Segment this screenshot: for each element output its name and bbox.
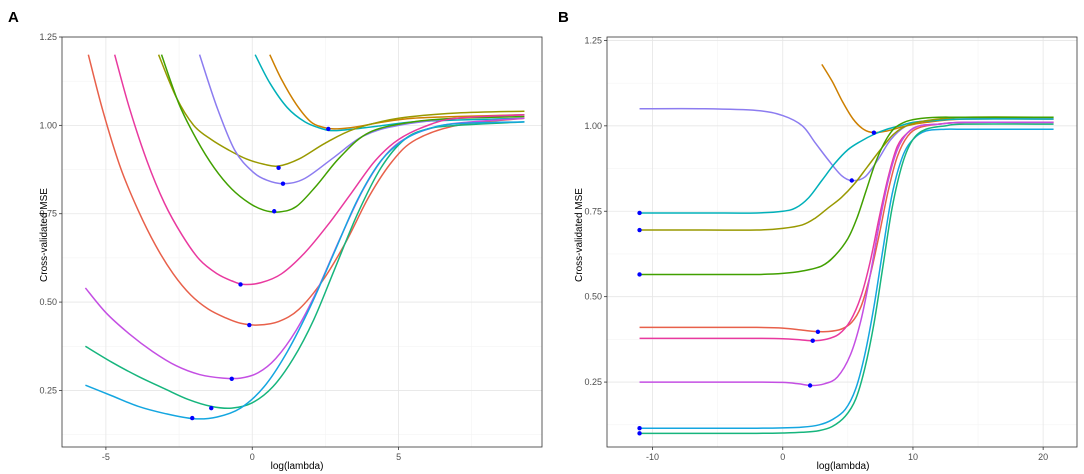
series-line-curve-magenta bbox=[113, 54, 525, 286]
min-points-b bbox=[637, 130, 877, 436]
y-axis-title-b: Cross-validated MSE bbox=[574, 188, 585, 282]
min-point bbox=[247, 322, 252, 328]
min-point bbox=[637, 210, 642, 216]
min-point bbox=[637, 227, 642, 233]
series-line-curve-skyblue bbox=[639, 128, 1054, 429]
x-tick-label: 0 bbox=[780, 452, 785, 462]
series-line-curve-red bbox=[87, 54, 525, 326]
series-line-curve-orange bbox=[269, 54, 525, 130]
panel-a: A -5 0 5 0.25 0.50 0.75 1.00 1.25 log(lambda) C… bbox=[8, 9, 543, 472]
y-tick-label: 0.25 bbox=[39, 385, 57, 395]
y-tick-label: 0.50 bbox=[39, 297, 57, 307]
series-line-curve-violet bbox=[639, 121, 1054, 387]
min-point bbox=[238, 282, 243, 287]
series-line-curve-magenta bbox=[639, 121, 1054, 342]
min-points-a bbox=[190, 126, 331, 421]
min-point bbox=[276, 165, 281, 170]
grid-b bbox=[607, 37, 1077, 447]
min-point bbox=[271, 209, 277, 214]
series-line-curve-teal bbox=[639, 118, 1054, 214]
x-axis-title-b: log(lambda) bbox=[817, 461, 870, 472]
min-point bbox=[815, 329, 821, 335]
y-tick-label: 1.00 bbox=[584, 121, 602, 131]
series-line-curve-skyblue bbox=[85, 121, 525, 420]
min-point bbox=[807, 383, 813, 388]
panel-label-b: B bbox=[558, 9, 569, 26]
x-tick-label: 0 bbox=[250, 452, 255, 462]
series-line-curve-seagreen bbox=[639, 123, 1054, 435]
series-group-b bbox=[639, 63, 1054, 435]
min-point bbox=[637, 272, 642, 277]
series-line-curve-green bbox=[160, 54, 525, 213]
series-group-a bbox=[84, 54, 525, 420]
y-tick-label: 1.00 bbox=[39, 120, 57, 130]
y-tick-label: 0.50 bbox=[584, 292, 602, 302]
x-tick-label: 5 bbox=[396, 452, 401, 462]
x-axis-title-a: log(lambda) bbox=[271, 461, 324, 472]
plot-frame-a bbox=[61, 36, 543, 448]
x-tick-label: -10 bbox=[646, 452, 659, 462]
y-axis-title-a: Cross-validated MSE bbox=[39, 188, 50, 282]
min-point bbox=[190, 415, 195, 421]
panel-b: B -10 0 10 20 0.25 0.50 0.75 1.00 1.25 log(lambd… bbox=[558, 9, 1078, 472]
min-point bbox=[637, 431, 642, 436]
y-tick-label: 0.25 bbox=[584, 377, 602, 387]
min-point bbox=[280, 181, 286, 186]
series-line-curve-purple bbox=[198, 54, 525, 185]
series-line-curve-violet bbox=[84, 117, 525, 380]
panel-label-a: A bbox=[8, 9, 19, 26]
min-point bbox=[810, 338, 815, 343]
y-tick-label: 1.25 bbox=[584, 35, 602, 45]
x-tick-label: -5 bbox=[102, 452, 110, 462]
series-line-curve-red bbox=[639, 121, 1054, 333]
x-tick-label: 20 bbox=[1038, 452, 1048, 462]
min-point bbox=[637, 426, 642, 431]
series-line-curve-green bbox=[639, 116, 1054, 276]
grid-a bbox=[62, 36, 542, 447]
y-tick-label: 0.75 bbox=[39, 209, 57, 219]
min-point bbox=[229, 376, 234, 381]
series-line-curve-olive bbox=[157, 54, 525, 168]
min-point bbox=[209, 405, 214, 411]
y-tick-label: 1.25 bbox=[39, 32, 57, 42]
plot-frame-b bbox=[606, 36, 1078, 448]
min-point bbox=[849, 178, 854, 183]
min-point bbox=[326, 126, 331, 132]
series-line-curve-olive bbox=[639, 116, 1054, 231]
ticks-a: -5 0 5 0.25 0.50 0.75 1.00 1.25 bbox=[39, 32, 401, 462]
ticks-b: -10 0 10 20 0.25 0.50 0.75 1.00 1.25 bbox=[584, 35, 1048, 462]
x-tick-label: 10 bbox=[908, 452, 918, 462]
y-tick-label: 0.75 bbox=[584, 206, 602, 216]
min-point bbox=[871, 130, 877, 135]
series-line-curve-seagreen bbox=[85, 121, 525, 410]
